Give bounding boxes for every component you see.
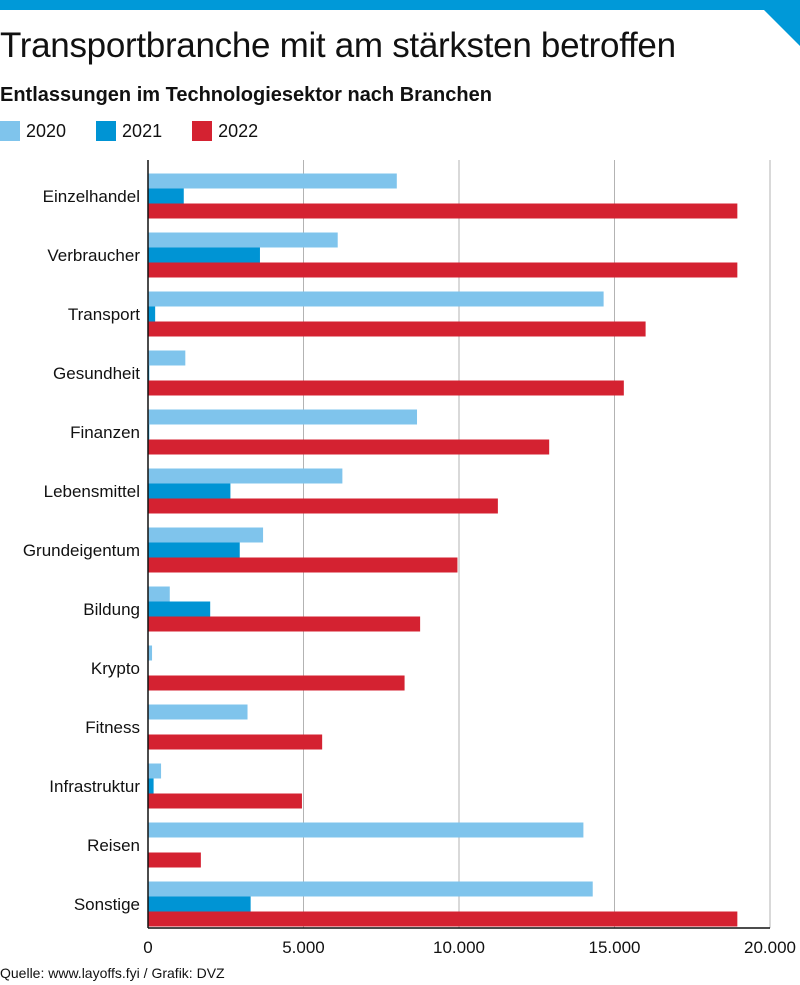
category-label-transport: Transport: [68, 305, 140, 324]
bar-finanzen-2020: [148, 409, 418, 425]
bar-lebensmittel-2020: [148, 468, 343, 484]
category-label-lebensmittel: Lebensmittel: [44, 482, 140, 501]
bar-krypto-2022: [148, 675, 405, 691]
bar-infrastruktur-2022: [148, 793, 302, 809]
category-label-gesundheit: Gesundheit: [53, 364, 140, 383]
category-label-grundeigentum: Grundeigentum: [23, 541, 140, 560]
bar-gesundheit-2020: [148, 350, 186, 366]
bar-reisen-2022: [148, 852, 201, 868]
legend-item-2022: 2022: [192, 121, 258, 142]
category-label-fitness: Fitness: [85, 718, 140, 737]
bar-finanzen-2022: [148, 439, 550, 455]
header-brand-bar: [0, 0, 800, 46]
category-label-krypto: Krypto: [91, 659, 140, 678]
category-label-bildung: Bildung: [83, 600, 140, 619]
x-tick-label-4: 20.000: [744, 938, 796, 957]
x-tick-label-2: 10.000: [433, 938, 485, 957]
legend-label-2020: 2020: [26, 120, 67, 141]
bar-grundeigentum-2020: [148, 527, 264, 543]
category-label-verbraucher: Verbraucher: [47, 246, 140, 265]
bar-sonstige-2021: [148, 896, 251, 912]
legend-swatch-2020: [0, 121, 20, 141]
bar-reisen-2020: [148, 822, 584, 838]
bar-transport-2020: [148, 291, 604, 307]
bar-transport-2021: [148, 306, 156, 322]
chart-title: Transportbranche mit am stärksten betrof…: [0, 26, 676, 65]
bar-bildung-2020: [148, 586, 170, 602]
bar-verbraucher-2021: [148, 247, 260, 263]
category-label-finanzen: Finanzen: [70, 423, 140, 442]
x-tick-label-3: 15.000: [589, 938, 641, 957]
bar-chart: Einzelhandel Verbraucher Transport Gesundhe…: [23, 160, 796, 957]
bar-infrastruktur-2020: [148, 763, 162, 779]
bar-fitness-2020: [148, 704, 248, 720]
category-label-sonstige: Sonstige: [74, 895, 140, 914]
bar-grundeigentum-2022: [148, 557, 458, 573]
bar-verbraucher-2020: [148, 232, 338, 248]
bar-verbraucher-2022: [148, 262, 738, 278]
x-tick-label-0: 0: [143, 938, 152, 957]
legend-swatch-2022: [192, 121, 213, 141]
bar-infrastruktur-2021: [148, 778, 154, 794]
legend: 2020 2021 2022: [0, 120, 288, 142]
bar-sonstige-2022: [148, 911, 738, 927]
category-label-reisen: Reisen: [87, 836, 140, 855]
bar-transport-2022: [148, 321, 646, 337]
bar-krypto-2020: [148, 645, 153, 661]
legend-swatch-2021: [96, 121, 117, 141]
bar-lebensmittel-2022: [148, 498, 498, 514]
bar-bildung-2022: [148, 616, 421, 632]
source-note: Quelle: www.layoffs.fyi / Grafik: DVZ: [0, 965, 225, 981]
bar-sonstige-2020: [148, 881, 593, 897]
bar-bildung-2021: [148, 601, 211, 617]
chart-subtitle: Entlassungen im Technologiesektor nach B…: [0, 84, 492, 106]
x-tick-label-1: 5.000: [282, 938, 325, 957]
bar-gesundheit-2022: [148, 380, 624, 396]
category-label-infrastruktur: Infrastruktur: [49, 777, 140, 796]
bar-lebensmittel-2021: [148, 483, 231, 499]
bar-einzelhandel-2022: [148, 203, 738, 219]
legend-item-2020: 2020: [0, 121, 66, 142]
legend-item-2021: 2021: [96, 121, 162, 142]
bar-fitness-2022: [148, 734, 323, 750]
bar-einzelhandel-2021: [148, 188, 184, 204]
legend-label-2022: 2022: [218, 120, 259, 141]
category-label-einzelhandel: Einzelhandel: [43, 187, 140, 206]
bar-grundeigentum-2021: [148, 542, 240, 558]
bar-einzelhandel-2020: [148, 173, 397, 189]
legend-label-2021: 2021: [122, 120, 163, 141]
